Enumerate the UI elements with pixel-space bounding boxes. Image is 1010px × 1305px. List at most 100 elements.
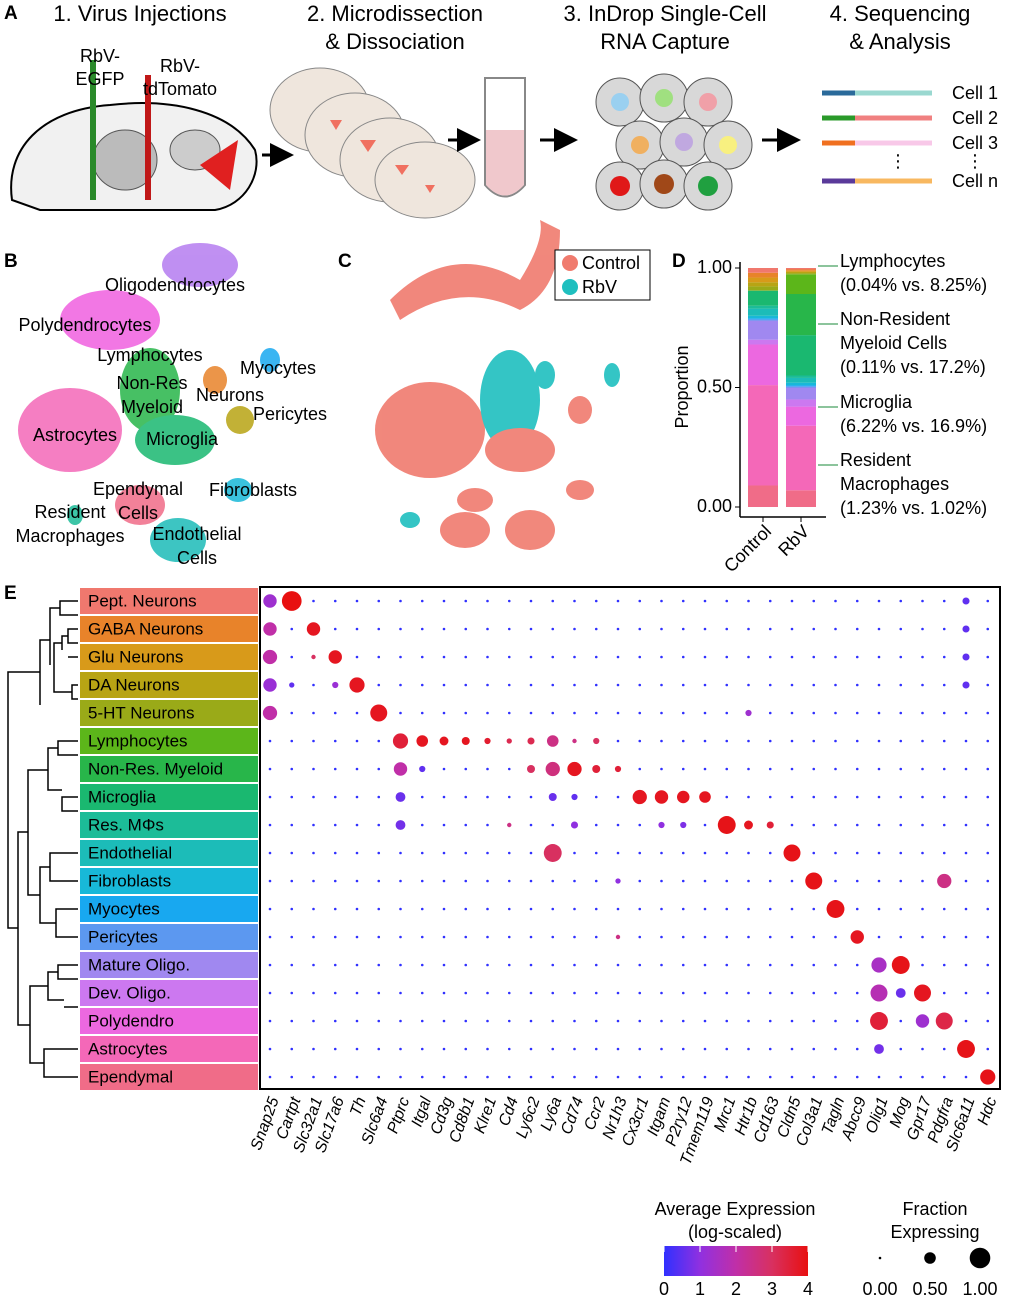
cluster-label: Fibroblasts (209, 480, 297, 500)
dot (937, 874, 951, 888)
dot (508, 936, 511, 939)
step-title: 1. Virus Injections (53, 1, 226, 26)
dot (680, 822, 686, 828)
cell-label: Cell 2 (952, 108, 998, 128)
dot (827, 900, 845, 918)
dot (682, 684, 685, 687)
dot (921, 824, 924, 827)
dot (638, 852, 641, 855)
dot (312, 768, 315, 771)
dot (769, 1048, 772, 1051)
dot (874, 1044, 884, 1054)
dot (812, 740, 815, 743)
dot (899, 852, 902, 855)
dot (682, 656, 685, 659)
row-label: Mature Oligo. (88, 955, 190, 974)
dot (595, 1076, 598, 1079)
dot (986, 768, 989, 771)
dot (530, 852, 533, 855)
dot (269, 936, 272, 939)
dot (334, 1076, 337, 1079)
dot (943, 712, 946, 715)
bar-segment (786, 399, 816, 406)
dot (269, 1076, 272, 1079)
dot (377, 628, 380, 631)
dot (965, 992, 968, 995)
dot (812, 992, 815, 995)
dot (986, 880, 989, 883)
gene-label: Hdc (975, 1095, 1001, 1128)
dot (282, 591, 302, 611)
dot (725, 740, 728, 743)
cluster-label: Pericytes (253, 404, 327, 424)
dot (290, 1076, 293, 1079)
dot (704, 964, 707, 967)
dot (617, 600, 620, 603)
dot (943, 796, 946, 799)
dot (573, 1048, 576, 1051)
dot (551, 824, 554, 827)
cluster-label: Lymphocytes (97, 345, 202, 365)
dot (443, 992, 446, 995)
dot (334, 712, 337, 715)
dot (638, 992, 641, 995)
row-label: Microglia (88, 787, 157, 806)
dot (791, 796, 794, 799)
dot (290, 964, 293, 967)
dot (704, 936, 707, 939)
dot (334, 992, 337, 995)
bar-segment (748, 316, 778, 318)
dot (508, 712, 511, 715)
dot (986, 964, 989, 967)
dot (856, 600, 859, 603)
y-tick-label: 0.00 (697, 496, 732, 516)
dot (725, 796, 728, 799)
dot (508, 992, 511, 995)
dot (682, 768, 685, 771)
dot (551, 964, 554, 967)
dot (965, 740, 968, 743)
bar-segment (748, 286, 778, 290)
dot (334, 852, 337, 855)
dot (551, 992, 554, 995)
dot (312, 796, 315, 799)
dot (592, 765, 600, 773)
dot (682, 964, 685, 967)
dot (377, 1048, 380, 1051)
dot (263, 650, 277, 664)
dot (986, 628, 989, 631)
dot (546, 762, 560, 776)
dot (747, 1076, 750, 1079)
dot (595, 796, 598, 799)
dot (595, 908, 598, 911)
dot (290, 908, 293, 911)
dot (486, 936, 489, 939)
dot (704, 600, 707, 603)
dot (725, 964, 728, 967)
dot (921, 740, 924, 743)
dot (290, 880, 293, 883)
dot (682, 992, 685, 995)
dot (443, 684, 446, 687)
virus-label: EGFP (75, 69, 124, 89)
annotation: Macrophages (840, 474, 949, 494)
row-label: Endothelial (88, 843, 172, 862)
dot (834, 1020, 837, 1023)
dot (980, 1069, 995, 1084)
dot (943, 908, 946, 911)
dot (704, 628, 707, 631)
colorbar-tick-label: 0 (659, 1279, 669, 1299)
row-label: Dev. Oligo. (88, 983, 171, 1002)
dot (943, 992, 946, 995)
dot (747, 880, 750, 883)
dot (377, 964, 380, 967)
dot (507, 823, 511, 827)
dot (399, 1076, 402, 1079)
dot (334, 796, 337, 799)
dot (747, 628, 750, 631)
virus-label: tdTomato (143, 79, 217, 99)
step-title: 2. Microdissection (307, 1, 483, 26)
dot (856, 796, 859, 799)
dot (704, 1020, 707, 1023)
